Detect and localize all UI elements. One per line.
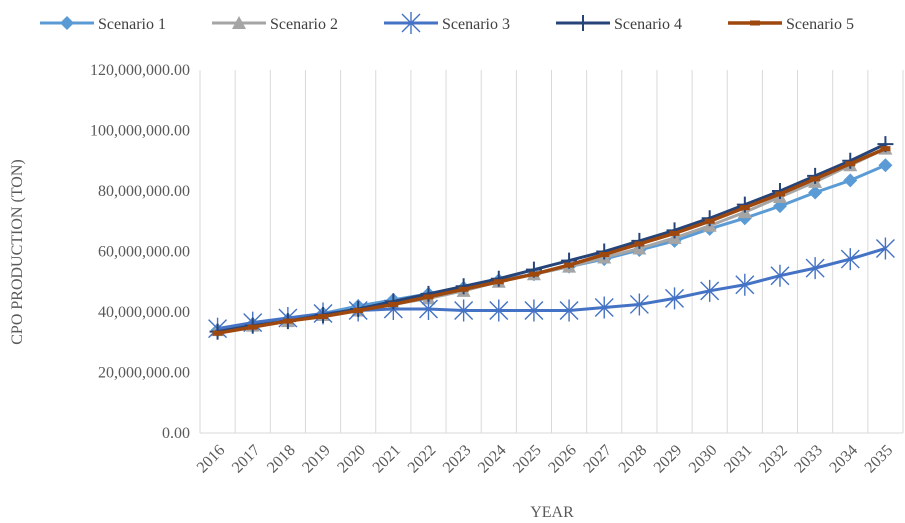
data-point	[880, 146, 891, 152]
x-tick-label: 2020	[334, 442, 369, 477]
data-point	[559, 299, 579, 322]
x-tick-label: 2026	[545, 442, 580, 477]
data-point	[232, 16, 246, 29]
data-point	[528, 271, 539, 277]
x-tick-label: 2017	[229, 442, 264, 477]
data-point	[247, 324, 258, 330]
y-tick-label: 40,000,000.00	[98, 304, 190, 321]
x-tick-label: 2022	[405, 442, 440, 477]
legend-label: Scenario 1	[98, 16, 166, 33]
x-tick-label: 2035	[862, 442, 897, 477]
data-point	[60, 16, 74, 30]
data-point	[665, 287, 685, 310]
x-tick-label: 2032	[756, 442, 791, 477]
data-point	[423, 294, 434, 300]
x-tick-label: 2025	[510, 442, 545, 477]
data-point	[878, 158, 893, 173]
data-point	[524, 299, 544, 322]
data-point	[629, 293, 649, 316]
legend-label: Scenario 4	[614, 16, 682, 33]
data-point	[805, 257, 825, 280]
x-tick-label: 2033	[791, 442, 826, 477]
legend-item: Scenario 3	[384, 12, 510, 34]
y-tick-label: 60,000,000.00	[98, 244, 190, 261]
x-tick-label: 2016	[194, 442, 229, 477]
data-point	[282, 318, 293, 324]
data-point	[458, 286, 469, 292]
data-point	[594, 296, 614, 319]
x-tick-label: 2029	[651, 442, 686, 477]
series-5	[212, 146, 891, 336]
x-axis-title: YEAR	[530, 504, 574, 521]
x-tick-label: 2030	[686, 442, 721, 477]
x-tick-label: 2021	[370, 442, 405, 477]
x-tick-label: 2018	[264, 442, 299, 477]
data-point	[840, 248, 860, 271]
series-line	[217, 147, 887, 335]
data-point	[774, 191, 785, 197]
data-point	[388, 301, 399, 307]
data-point	[318, 314, 329, 320]
x-tick-label: 2031	[721, 442, 756, 477]
data-point	[704, 218, 715, 224]
data-point	[808, 185, 823, 200]
data-point	[489, 299, 509, 322]
data-point	[212, 330, 223, 336]
data-point	[564, 262, 575, 268]
data-point	[401, 12, 421, 34]
legend-label: Scenario 3	[442, 16, 510, 33]
x-tick-label: 2028	[616, 442, 651, 477]
data-point	[735, 273, 755, 296]
y-tick-label: 100,000,000.00	[90, 123, 190, 140]
data-point	[634, 241, 645, 247]
legend-item: Scenario 5	[728, 16, 854, 33]
gridlines	[199, 70, 904, 433]
data-point	[843, 173, 858, 188]
data-point	[669, 230, 680, 236]
data-point	[575, 15, 591, 31]
y-tick-label: 120,000,000.00	[90, 62, 190, 79]
y-tick-label: 20,000,000.00	[98, 365, 190, 382]
x-tick-label: 2027	[580, 442, 615, 477]
legend-label: Scenario 5	[786, 16, 854, 33]
data-point	[845, 161, 856, 167]
legend-item: Scenario 2	[212, 16, 338, 33]
y-tick-label: 80,000,000.00	[98, 183, 190, 200]
data-point	[353, 307, 364, 313]
y-tick-label: 0.00	[162, 425, 190, 442]
x-tick-label: 2019	[299, 442, 334, 477]
data-point	[739, 205, 750, 211]
data-point	[454, 299, 474, 322]
legend-item: Scenario 1	[40, 16, 166, 33]
legend-item: Scenario 4	[556, 15, 682, 33]
data-point	[810, 176, 821, 182]
y-axis-ticks: 0.00 20,000,000.00 40,000,000.00 60,000,000…	[90, 62, 190, 442]
data-point	[493, 279, 504, 285]
data-point	[875, 237, 895, 260]
data-point	[700, 279, 720, 302]
x-axis-ticks: 2016 2017 2018 2019 2020 2021 2022 2023 2024 2025…	[194, 442, 896, 477]
data-point	[770, 264, 790, 287]
legend-label: Scenario 2	[270, 16, 338, 33]
data-point	[599, 252, 610, 258]
x-tick-label: 2034	[826, 442, 861, 477]
x-tick-label: 2023	[440, 442, 475, 477]
y-axis-title: CPO PRODUCTION (TON)	[9, 159, 26, 345]
legend: Scenario 1 Scenario 2 Scenario 3 Scenario 4…	[40, 12, 854, 34]
series-group	[208, 136, 895, 340]
data-point	[750, 20, 760, 26]
x-tick-label: 2024	[475, 442, 510, 477]
